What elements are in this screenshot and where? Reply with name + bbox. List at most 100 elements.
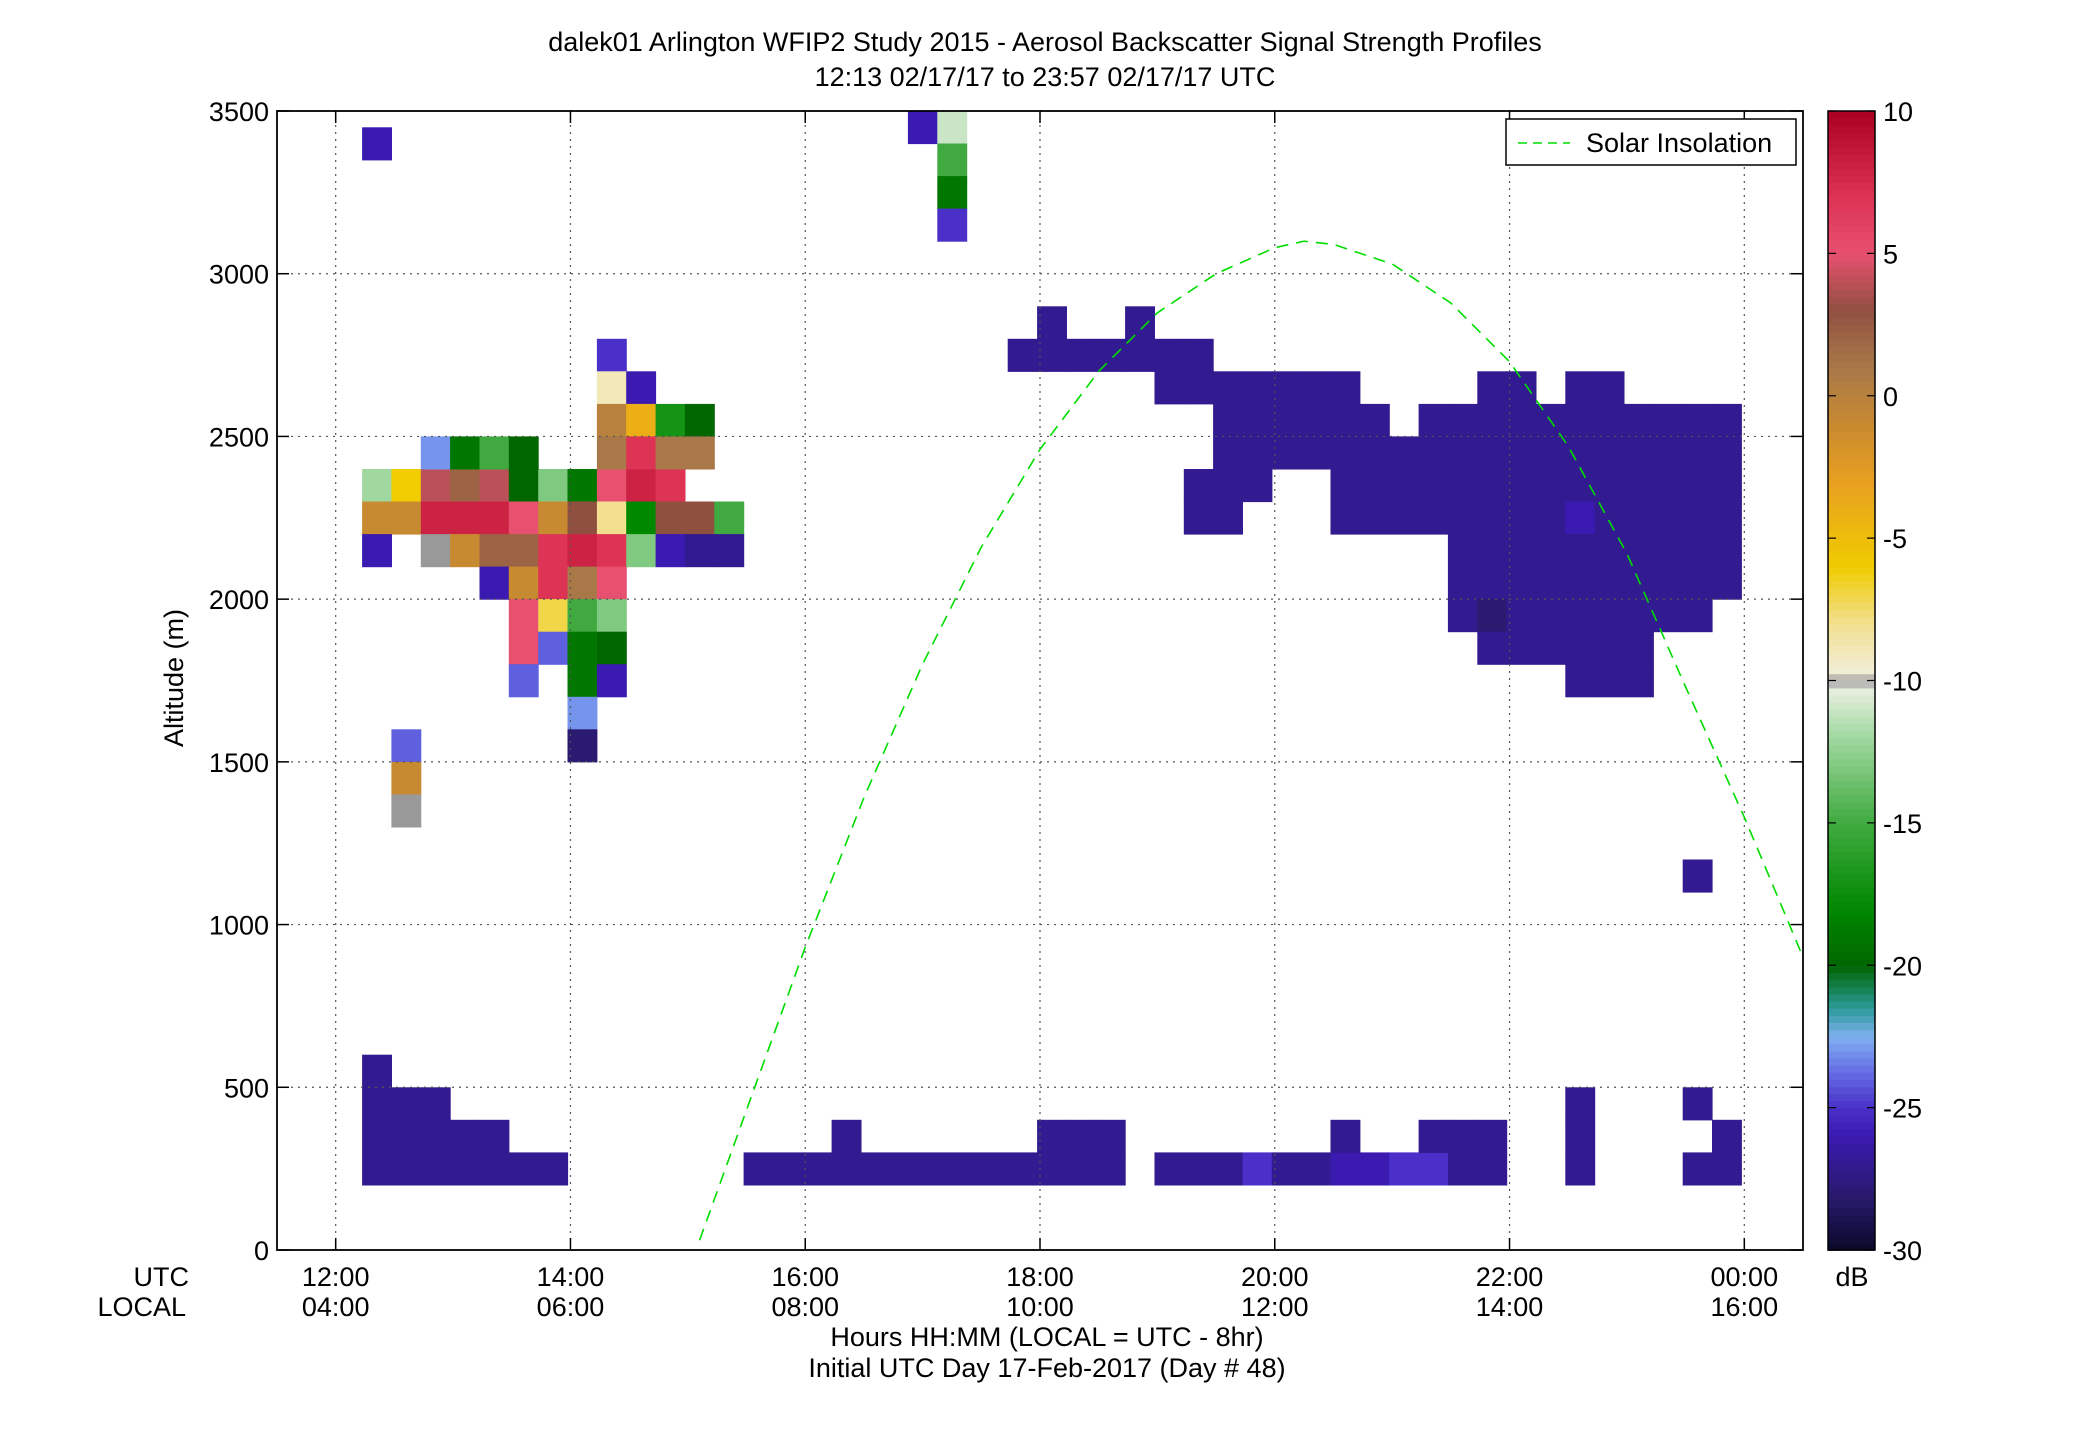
colorbar-segment	[1828, 965, 1875, 974]
colorbar-segment	[1828, 1121, 1875, 1130]
x-axis-sublabel: Initial UTC Day 17-Feb-2017 (Day # 48)	[808, 1353, 1285, 1383]
heatmap-cell	[1624, 566, 1654, 600]
colorbar-segment	[1828, 680, 1875, 689]
heatmap-cell	[655, 469, 686, 503]
heatmap-cell	[1594, 436, 1625, 470]
heatmap-cell	[743, 1152, 774, 1186]
heatmap-cell	[655, 403, 686, 437]
colorbar-segment	[1828, 630, 1875, 639]
x-tick-label-utc: 16:00	[771, 1262, 839, 1292]
heatmap-cell	[596, 501, 627, 535]
colorbar-segment	[1828, 1114, 1875, 1123]
heatmap-cell	[1565, 501, 1596, 535]
heatmap-cell	[450, 534, 480, 568]
heatmap-cell	[362, 1119, 392, 1153]
heatmap-cell	[1624, 436, 1654, 470]
heatmap-cell	[1095, 338, 1126, 372]
heatmap-cell	[479, 501, 510, 535]
colorbar-segment	[1828, 751, 1875, 760]
y-tick-label: 0	[254, 1236, 269, 1266]
colorbar-segment	[1828, 317, 1875, 326]
heatmap-cells	[362, 111, 1742, 1186]
heatmap-cell	[1330, 403, 1361, 437]
heatmap-cell	[479, 566, 510, 600]
colorbar-segment	[1828, 310, 1875, 319]
heatmap-cell	[420, 1119, 451, 1153]
heatmap-cell	[1565, 403, 1596, 437]
heatmap-cell	[1213, 501, 1243, 535]
colorbar-segment	[1828, 844, 1875, 853]
heatmap-cell	[1506, 469, 1537, 503]
colorbar-segment	[1828, 972, 1875, 981]
heatmap-cell	[391, 729, 422, 763]
heatmap-cell	[1213, 1152, 1243, 1186]
colorbar-segment	[1828, 146, 1875, 155]
heatmap-cell	[1653, 469, 1684, 503]
heatmap-cell	[1213, 436, 1243, 470]
heatmap-cell	[1125, 338, 1155, 372]
heatmap-cell	[1536, 566, 1566, 600]
colorbar-segment	[1828, 474, 1875, 482]
colorbar-segment	[1828, 538, 1875, 546]
heatmap-cell	[1594, 469, 1625, 503]
heatmap-cell	[450, 501, 480, 535]
colorbar-segment	[1828, 908, 1875, 917]
heatmap-cell	[937, 143, 968, 177]
heatmap-cell	[362, 534, 392, 568]
heatmap-cell	[1330, 1152, 1361, 1186]
colorbar-segment	[1828, 168, 1875, 176]
heatmap-cell	[538, 631, 569, 665]
colorbar-segment	[1828, 894, 1875, 902]
heatmap-cell	[1418, 469, 1449, 503]
colorbar-segment	[1828, 723, 1875, 732]
x-tick-label-local: 08:00	[771, 1292, 839, 1322]
heatmap-cell	[1653, 534, 1684, 568]
axes: 050010001500200025003000350012:0004:0014…	[209, 97, 1804, 1322]
colorbar-unit: dB	[1835, 1262, 1868, 1292]
heatmap-cell	[596, 403, 627, 437]
colorbar-segment	[1828, 716, 1875, 724]
colorbar-segment	[1828, 808, 1875, 817]
heatmap-cell	[1682, 403, 1713, 437]
colorbar-segment	[1828, 360, 1875, 369]
chart-subtitle: 12:13 02/17/17 to 23:57 02/17/17 UTC	[815, 62, 1276, 92]
heatmap-cell	[1506, 566, 1537, 600]
colorbar-segment	[1828, 559, 1875, 568]
heatmap-cell	[907, 111, 938, 145]
heatmap-cell	[1682, 566, 1713, 600]
colorbar-segment	[1828, 1107, 1875, 1116]
heatmap-cell	[1066, 338, 1097, 372]
colorbar-segment	[1828, 488, 1875, 497]
colorbar-segment	[1828, 289, 1875, 297]
heatmap-cell	[420, 469, 451, 503]
heatmap-cell	[1213, 469, 1243, 503]
heatmap-cell	[1418, 501, 1449, 535]
colorbar-segment	[1828, 993, 1875, 1002]
heatmap-cell	[1536, 599, 1566, 633]
heatmap-cell	[1624, 534, 1654, 568]
colorbar-segment	[1828, 637, 1875, 646]
heatmap-cell	[1389, 501, 1420, 535]
colorbar-segment	[1828, 694, 1875, 703]
colorbar-segment	[1828, 1136, 1875, 1144]
colorbar-segment	[1828, 481, 1875, 490]
colorbar-segment	[1828, 815, 1875, 824]
heatmap-cell	[1712, 566, 1742, 600]
colorbar-segment	[1828, 1064, 1875, 1073]
heatmap-cell	[1095, 1152, 1126, 1186]
heatmap-cell	[1536, 469, 1566, 503]
colorbar-segment	[1828, 125, 1875, 134]
heatmap-cell	[1477, 1119, 1508, 1153]
heatmap-cell	[1037, 306, 1067, 340]
heatmap-cell	[1653, 403, 1684, 437]
heatmap-cell	[567, 566, 598, 600]
y-axis-label: Altitude (m)	[159, 609, 189, 747]
heatmap-cell	[479, 469, 510, 503]
heatmap-cell	[1682, 501, 1713, 535]
colorbar-segment	[1828, 787, 1875, 796]
heatmap-cell	[1536, 631, 1566, 665]
utc-row-label: UTC	[134, 1262, 190, 1292]
colorbar-segment	[1828, 395, 1875, 404]
colorbar-segment	[1828, 1221, 1875, 1230]
colorbar-tick-label: -30	[1883, 1236, 1922, 1266]
